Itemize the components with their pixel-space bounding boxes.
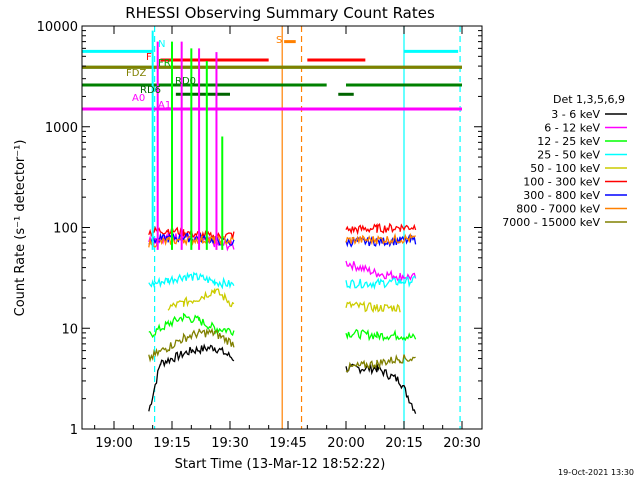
- flag-label-FDZ: FDZ: [126, 68, 146, 79]
- flag-bars: [82, 40, 462, 111]
- spike-lines: [151, 30, 224, 250]
- flag-label-A0: A0: [132, 93, 145, 104]
- flag-label-S: S: [276, 35, 282, 46]
- legend-label-8: 7000 - 15000 keV: [502, 216, 600, 229]
- x-tick-label-6: 20:30: [443, 436, 480, 451]
- y-axis-label: Count Rate (s⁻¹ detector⁻¹): [13, 140, 28, 317]
- x-tick-label-0: 19:00: [95, 436, 132, 451]
- legend-label-5: 100 - 300 keV: [523, 176, 600, 189]
- series-line-5-3: [345, 222, 417, 236]
- series-line-0-3: [345, 363, 417, 414]
- x-tick-label-5: 20:15: [385, 436, 422, 451]
- series-line-3-0: [148, 271, 235, 290]
- chart-title: RHESSI Observing Summary Count Rates: [125, 4, 435, 22]
- x-tick-label-2: 19:30: [211, 436, 248, 451]
- series-line-1-3: [345, 260, 417, 281]
- y-tick-label-4: 10000: [37, 20, 78, 35]
- footer-timestamp: 19-Oct-2021 13:30: [558, 468, 634, 477]
- legend-label-4: 50 - 100 keV: [530, 162, 600, 175]
- legend-label-1: 6 - 12 keV: [544, 122, 600, 135]
- y-tick-label-2: 100: [53, 222, 78, 237]
- series-line-7-3: [345, 232, 417, 246]
- legend-label-2: 12 - 25 keV: [537, 135, 600, 148]
- x-tick-label-4: 20:00: [327, 436, 364, 451]
- y-tick-label-3: 1000: [45, 121, 78, 136]
- series-lines: [148, 222, 417, 414]
- y-tick-label-0: 1: [70, 423, 78, 438]
- flag-label-FR: FR: [158, 58, 171, 69]
- series-line-3-3: [345, 275, 417, 290]
- y-tick-label-1: 10: [61, 322, 78, 337]
- flag-label-A1: A1: [158, 100, 171, 111]
- axes: 19:00 19:15 19:30 19:45 20:00 20:15 20:30 1 10 10…: [37, 20, 482, 451]
- legend-label-6: 300 - 800 keV: [523, 189, 600, 202]
- series-line-8-0: [148, 327, 235, 363]
- flag-label-N: N: [158, 39, 165, 50]
- series-line-2-3: [345, 328, 417, 342]
- flag-label-RD6: RD6: [140, 85, 161, 96]
- x-tick-label-1: 19:15: [153, 436, 190, 451]
- legend-title: Det 1,3,5,6,9: [553, 93, 625, 106]
- series-line-4-0: [167, 287, 235, 311]
- legend-label-0: 3 - 6 keV: [551, 108, 600, 121]
- series-line-4-3: [345, 300, 401, 314]
- flag-label-F: F: [146, 52, 152, 63]
- flag-label-RD0: RD0: [175, 76, 196, 87]
- x-tick-label-3: 19:45: [269, 436, 306, 451]
- x-axis-label: Start Time (13-Mar-12 18:52:22): [175, 457, 386, 472]
- series-line-2-0: [148, 312, 235, 339]
- series-line-0-0: [148, 343, 235, 412]
- vertical-markers: [154, 26, 461, 429]
- series-line-8-3: [345, 353, 416, 373]
- legend-label-7: 800 - 7000 keV: [516, 203, 600, 216]
- legend-label-3: 25 - 50 keV: [537, 149, 600, 162]
